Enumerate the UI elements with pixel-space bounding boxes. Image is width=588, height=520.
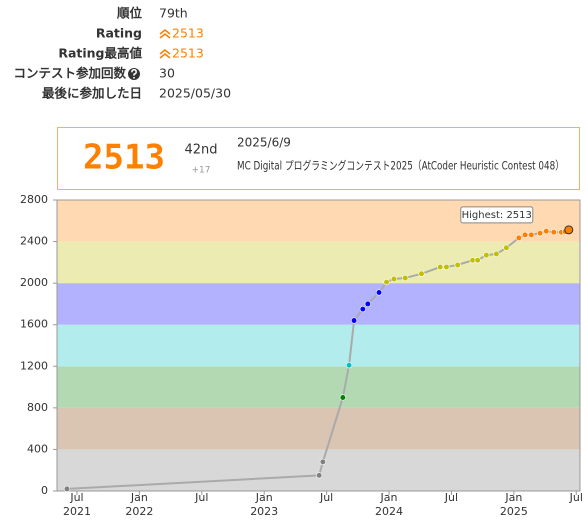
rating-point (564, 225, 574, 235)
x-tick-label: Jul (444, 491, 458, 504)
row-label: Rating最高値 (58, 46, 142, 61)
x-tick-label: Jan (380, 491, 398, 504)
status-contest: MC Digital プログラミングコンテスト2025（AtCoder Heur… (237, 159, 564, 173)
rating-point (536, 230, 544, 237)
rating-point (364, 300, 371, 308)
rating-icon (159, 48, 171, 59)
rating-point (345, 362, 353, 369)
status-box (57, 127, 580, 190)
rating-point (63, 485, 71, 493)
rating-point (474, 257, 481, 264)
row-value: 79th (159, 6, 188, 21)
rating-band (57, 241, 580, 284)
annotation-box (460, 206, 534, 224)
rating-band (57, 407, 580, 450)
x-year-label: 2021 (63, 505, 91, 518)
rating-point (319, 458, 326, 466)
status-rank: 42nd (184, 143, 217, 158)
y-tick-label: 2000 (20, 276, 48, 289)
help-icon[interactable] (128, 68, 140, 80)
status-diff: +17 (192, 166, 211, 176)
x-year-label: 2022 (125, 505, 153, 518)
rating-point (454, 261, 461, 269)
row-label: 順位 (116, 6, 143, 21)
y-tick-label: 1600 (20, 318, 48, 331)
rating-point (515, 234, 522, 242)
row-value: 30 (159, 66, 175, 81)
y-tick-label: 800 (27, 401, 48, 414)
x-year-label: 2023 (250, 505, 278, 518)
y-tick-label: 0 (41, 484, 48, 497)
status-date: 2025/6/9 (237, 136, 291, 150)
rating-point (483, 251, 490, 259)
rating-point (521, 231, 529, 238)
rating-point (528, 231, 535, 238)
y-tick-label: 400 (27, 442, 48, 455)
rating-point (550, 229, 557, 236)
row-value: 2513 (172, 46, 204, 61)
rating-point (437, 263, 444, 271)
rating-point (375, 289, 383, 296)
rating-point (493, 250, 500, 258)
row-value: 2513 (172, 26, 204, 41)
rating-point (402, 274, 409, 282)
rating-point (503, 244, 510, 251)
y-tick-label: 2400 (20, 235, 48, 248)
y-tick-label: 2800 (20, 193, 48, 206)
status-rating: 2513 (83, 138, 165, 178)
row-label: Rating (96, 26, 142, 41)
x-tick-label: Jul (569, 491, 583, 504)
row-label: 最後に参加した日 (42, 86, 142, 101)
rating-point (543, 228, 550, 235)
rating-band (57, 283, 580, 325)
x-tick-label: Jan (504, 491, 522, 504)
rating-point (316, 472, 323, 479)
plot-border (56, 199, 581, 492)
annotation: Highest: 2513 (462, 210, 532, 221)
rating-point (339, 394, 346, 401)
rating-point (383, 279, 390, 286)
x-tick-label: Jul (69, 491, 83, 504)
x-tick-label: Jan (255, 491, 273, 504)
rating-icon (159, 28, 171, 39)
rating-point (350, 317, 358, 324)
rating-point (418, 270, 425, 277)
rating-band (57, 366, 580, 408)
rating-point (390, 275, 398, 283)
x-tick-label: Jul (319, 491, 333, 504)
rating-point (359, 306, 366, 313)
rating-point (443, 263, 450, 271)
row-label: コンテスト参加回数 (13, 66, 126, 81)
x-tick-label: Jan (130, 491, 148, 504)
rating-band (57, 324, 580, 367)
x-tick-label: Jul (194, 491, 208, 504)
x-year-label: 2025 (500, 505, 528, 518)
x-year-label: 2024 (375, 505, 403, 518)
y-tick-label: 1200 (20, 359, 48, 372)
row-value: 2025/05/30 (159, 86, 231, 101)
